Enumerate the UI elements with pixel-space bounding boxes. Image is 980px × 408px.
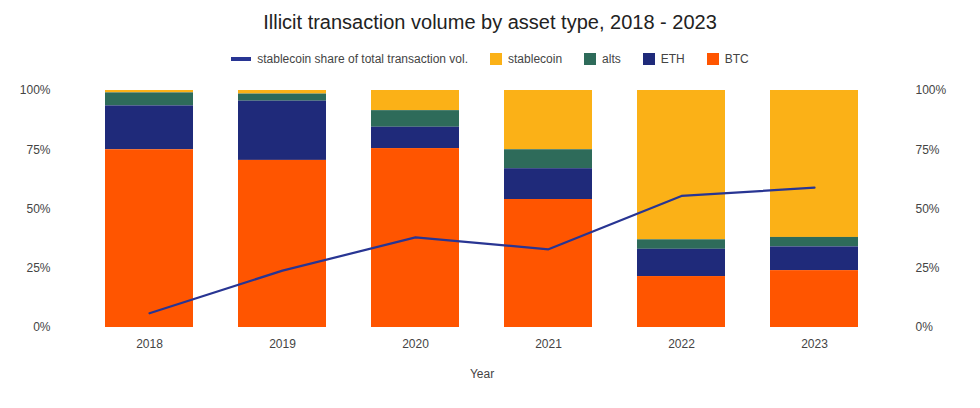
svg-text:75%: 75% xyxy=(916,143,940,157)
html-text:BTC: BTC xyxy=(724,52,749,66)
svg-text:50%: 50% xyxy=(916,202,940,216)
svg-text:100%: 100% xyxy=(20,83,51,97)
svg-text:Year: Year xyxy=(470,367,494,381)
html-text:stablecoin share of total tran: stablecoin share of total transaction vo… xyxy=(257,52,468,66)
svg-text:2023: 2023 xyxy=(801,337,828,351)
svg-text:2018: 2018 xyxy=(136,337,163,351)
svg-text:75%: 75% xyxy=(26,143,50,157)
svg-text:0%: 0% xyxy=(33,320,51,334)
svg-text:2019: 2019 xyxy=(269,337,296,351)
svg-text:2022: 2022 xyxy=(668,337,695,351)
html-text:Illicit transaction volume by: Illicit transaction volume by asset type… xyxy=(263,11,717,33)
svg-text:100%: 100% xyxy=(916,83,947,97)
svg-text:50%: 50% xyxy=(26,202,50,216)
svg-text:2020: 2020 xyxy=(402,337,429,351)
svg-text:2021: 2021 xyxy=(535,337,562,351)
svg-text:25%: 25% xyxy=(26,261,50,275)
html-text:stablecoin: stablecoin xyxy=(508,52,563,66)
svg-text:0%: 0% xyxy=(916,320,934,334)
html-text:ETH: ETH xyxy=(660,52,685,66)
html-text:alts: alts xyxy=(602,52,621,66)
svg-text:25%: 25% xyxy=(916,261,940,275)
